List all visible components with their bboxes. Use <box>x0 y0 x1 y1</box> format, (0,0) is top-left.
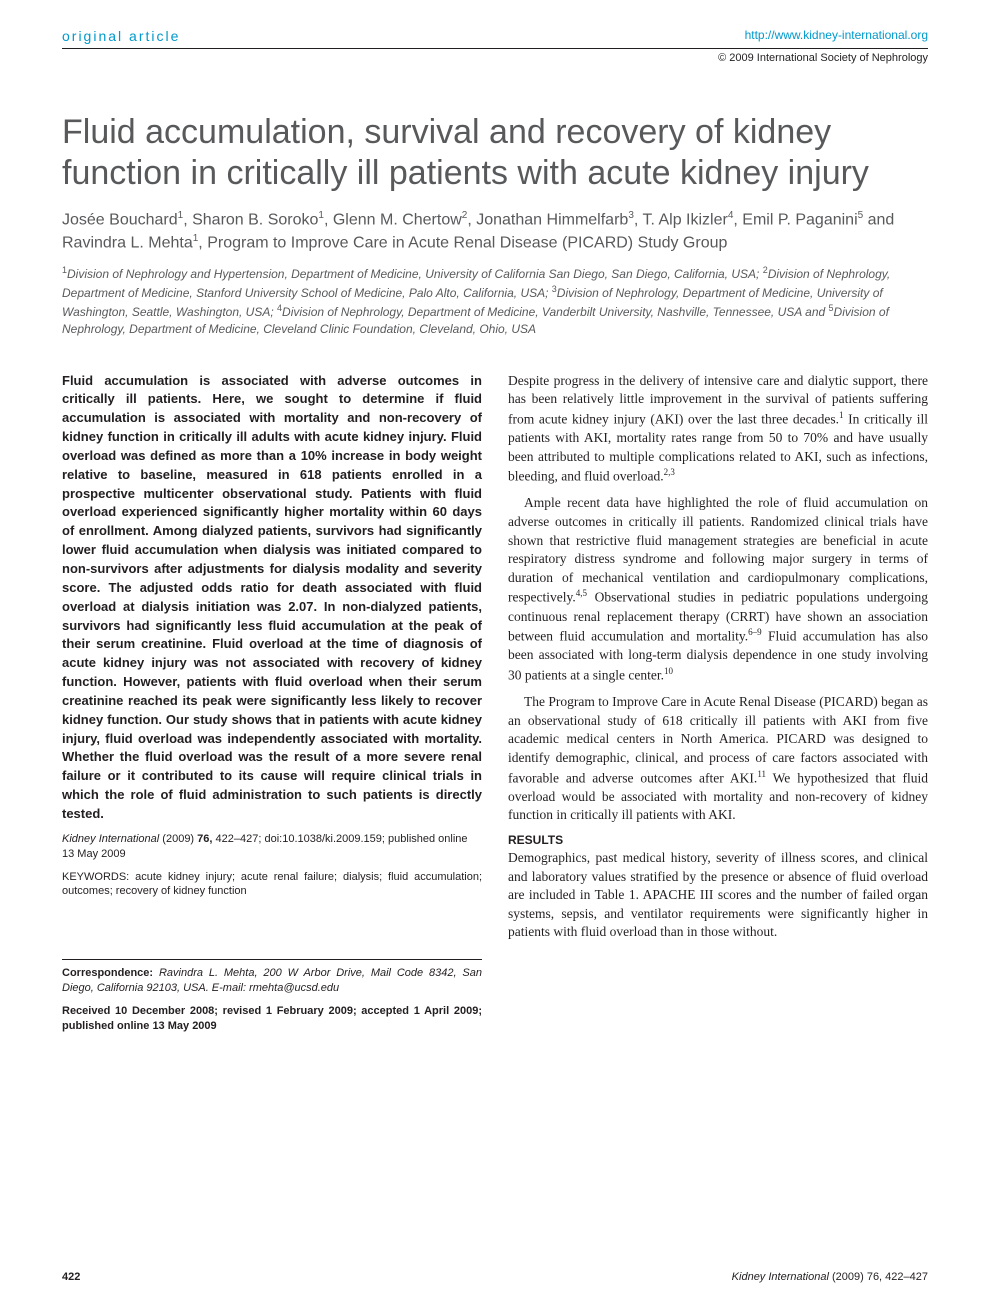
page-number: 422 <box>62 1271 80 1283</box>
left-column: Fluid accumulation is associated with ad… <box>62 372 482 1042</box>
header-bar: original article http://www.kidney-inter… <box>62 28 928 49</box>
citation-pages: 422–427; <box>216 833 262 845</box>
page-footer: 422 Kidney International (2009) 76, 422–… <box>62 1271 928 1283</box>
article-title: Fluid accumulation, survival and recover… <box>62 112 928 195</box>
citation-doi: doi:10.1038/ki.2009.159; <box>264 833 385 845</box>
footer-journal-name: Kidney International <box>732 1271 829 1283</box>
correspondence-text: Correspondence: Ravindra L. Mehta, 200 W… <box>62 966 482 996</box>
two-column-layout: Fluid accumulation is associated with ad… <box>62 372 928 1042</box>
article-type-label: original article <box>62 28 180 44</box>
affiliations: 1Division of Nephrology and Hypertension… <box>62 264 928 337</box>
results-heading: RESULTS <box>508 833 928 847</box>
abstract-text: Fluid accumulation is associated with ad… <box>62 372 482 824</box>
citation-journal: Kidney International <box>62 833 159 845</box>
received-dates: Received 10 December 2008; revised 1 Feb… <box>62 1004 482 1034</box>
footer-issue: (2009) 76, 422–427 <box>832 1271 928 1283</box>
body-paragraph-3: The Program to Improve Care in Acute Ren… <box>508 693 928 825</box>
author-list: Josée Bouchard1, Sharon B. Soroko1, Glen… <box>62 209 928 254</box>
journal-url[interactable]: http://www.kidney-international.org <box>745 28 928 42</box>
body-paragraph-4: Demographics, past medical history, seve… <box>508 849 928 942</box>
citation-line: Kidney International (2009) 76, 422–427;… <box>62 832 482 862</box>
footer-journal: Kidney International (2009) 76, 422–427 <box>732 1271 928 1283</box>
body-paragraph-2: Ample recent data have highlighted the r… <box>508 494 928 685</box>
correspondence-block: Correspondence: Ravindra L. Mehta, 200 W… <box>62 959 482 1033</box>
citation-year: (2009) <box>162 833 194 845</box>
right-column: Despite progress in the delivery of inte… <box>508 372 928 1042</box>
body-paragraph-1: Despite progress in the delivery of inte… <box>508 372 928 487</box>
keywords-line: KEYWORDS: acute kidney injury; acute ren… <box>62 870 482 900</box>
copyright-line: © 2009 International Society of Nephrolo… <box>62 52 928 64</box>
citation-volume: 76, <box>197 833 212 845</box>
header-right: http://www.kidney-international.org <box>745 28 928 42</box>
